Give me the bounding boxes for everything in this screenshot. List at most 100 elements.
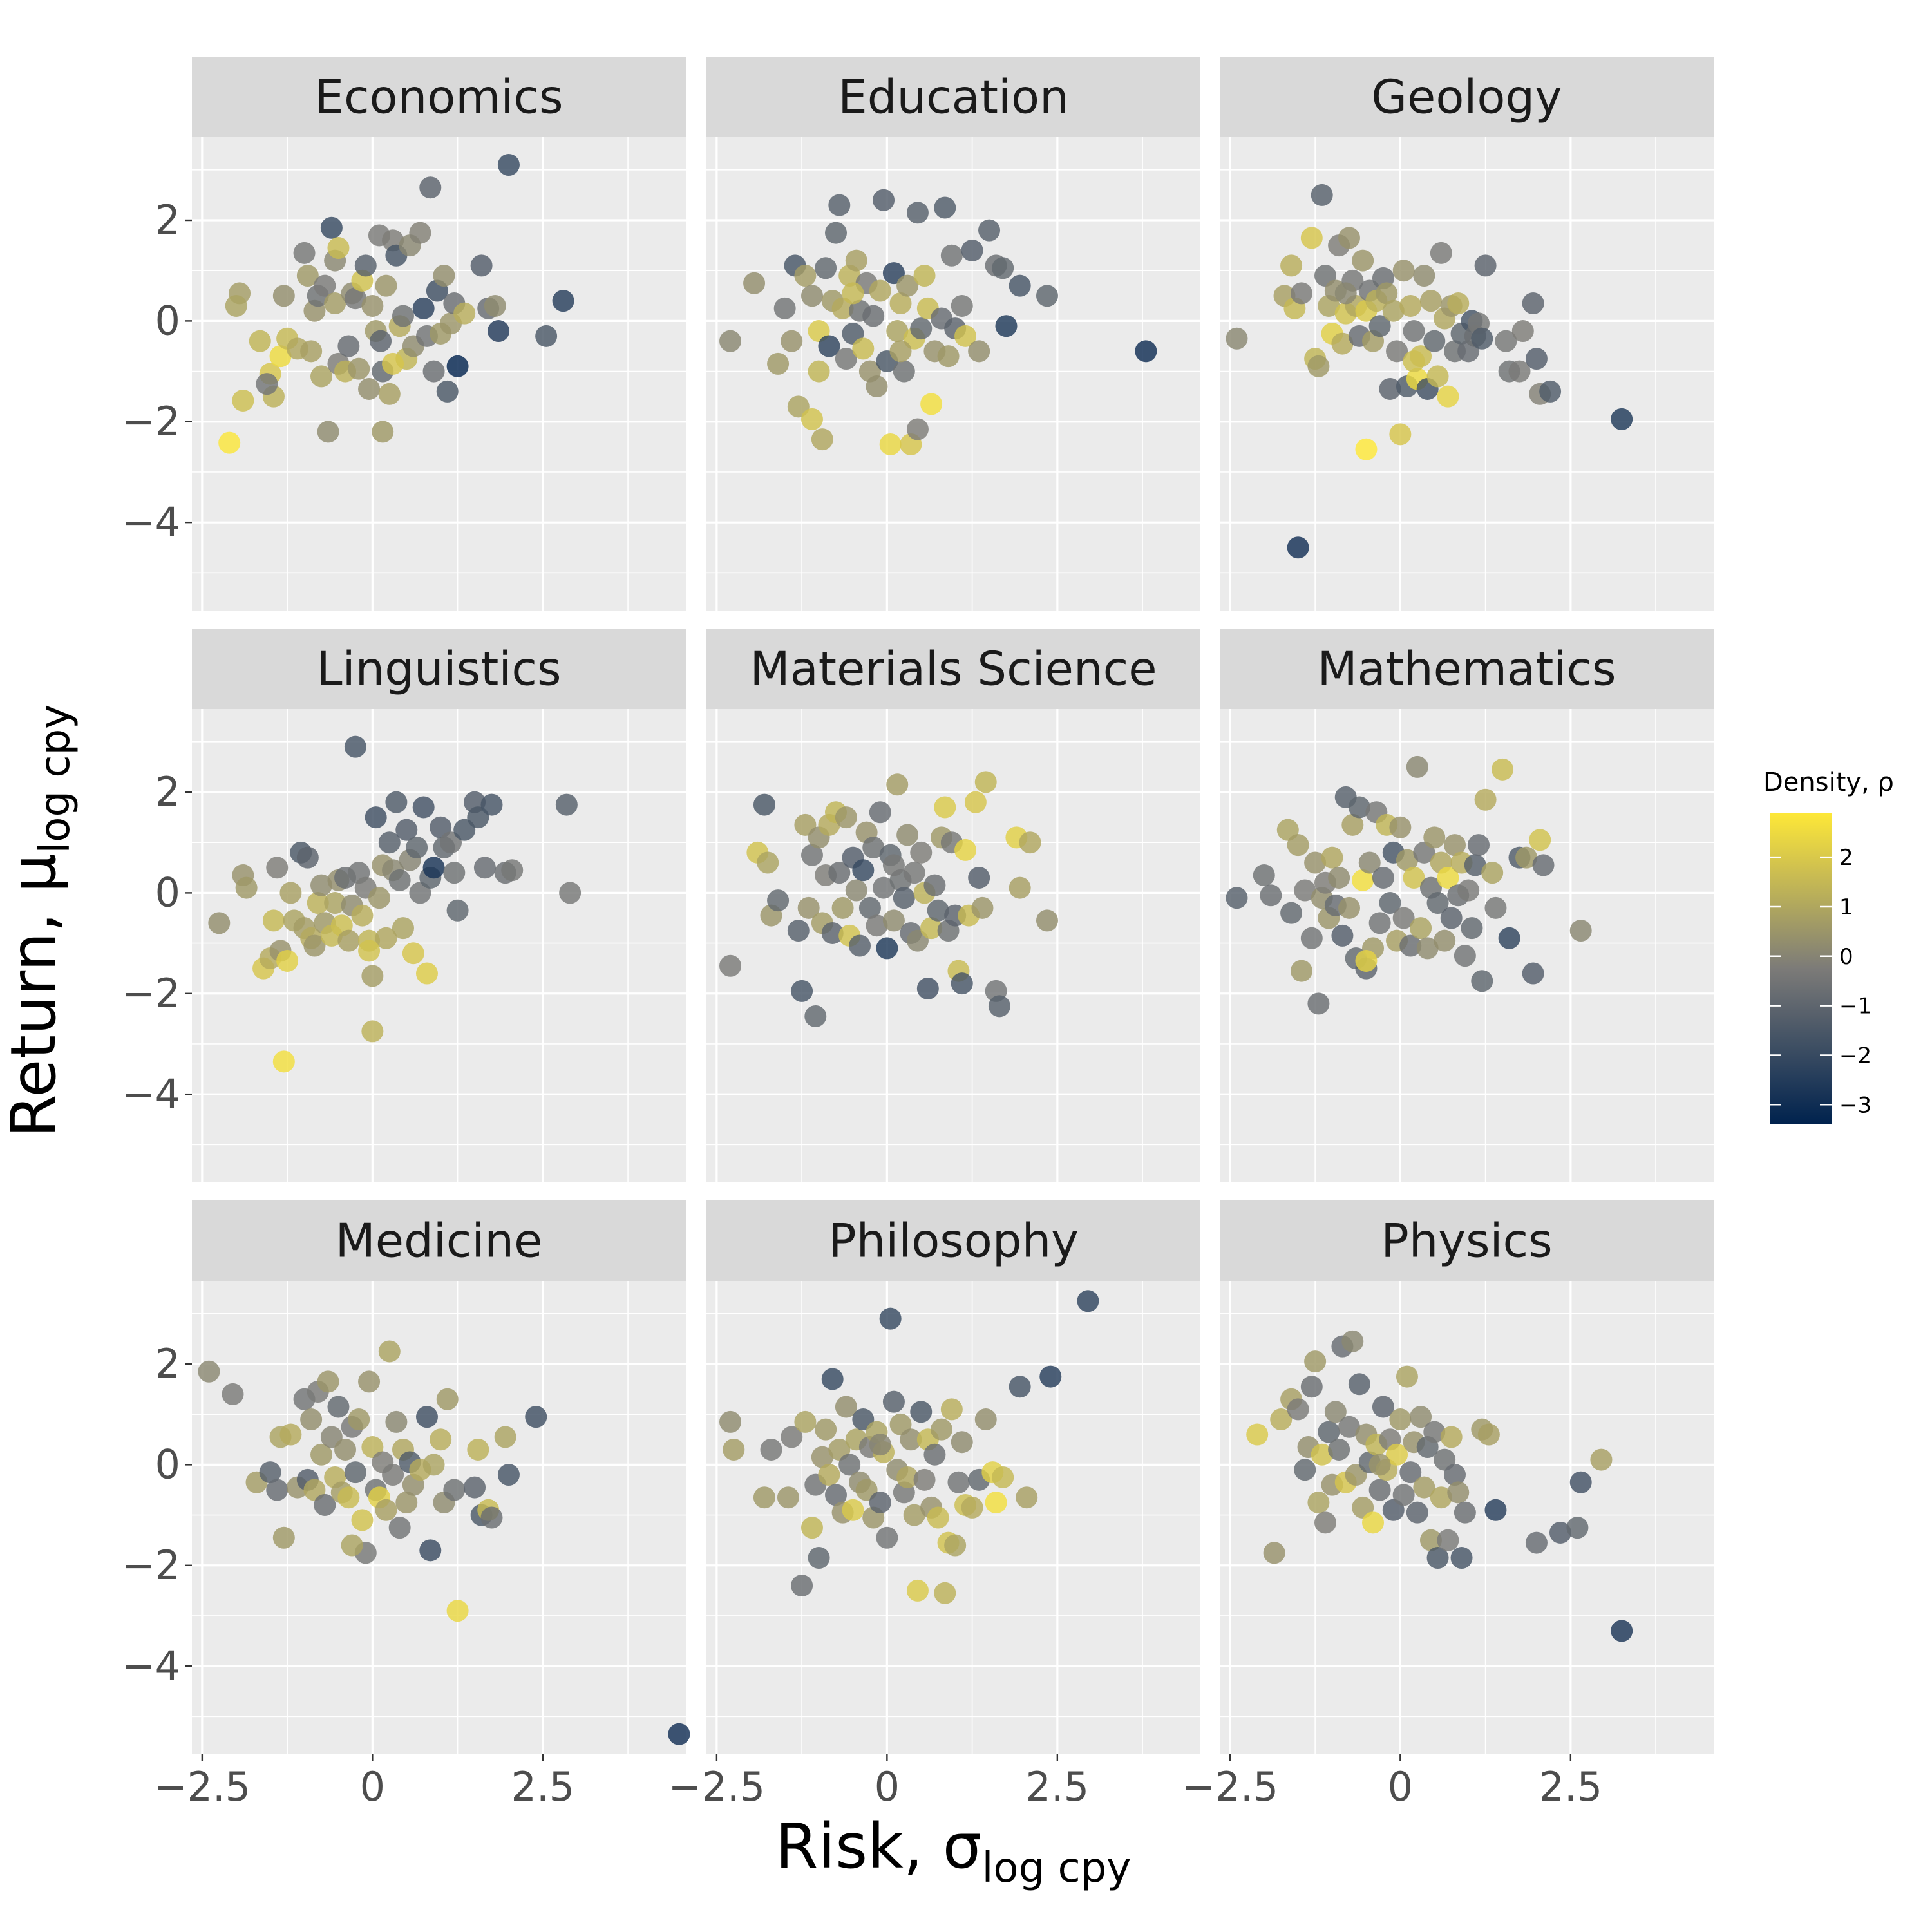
data-point — [900, 1428, 922, 1451]
data-point — [974, 1408, 997, 1431]
facet-title: Economics — [314, 70, 563, 124]
data-point — [358, 1370, 381, 1393]
data-point — [818, 335, 840, 357]
data-point — [1372, 1396, 1394, 1418]
facet-title: Mathematics — [1318, 642, 1616, 696]
data-point — [811, 1446, 833, 1468]
panel-background — [1220, 137, 1714, 611]
data-point — [896, 1466, 919, 1488]
data-point — [951, 972, 973, 995]
data-point — [873, 189, 895, 211]
data-point — [1331, 332, 1354, 355]
data-point — [1471, 970, 1493, 992]
data-point — [1290, 282, 1312, 305]
data-point — [910, 1401, 933, 1423]
data-point — [1362, 1511, 1385, 1534]
panel-background — [706, 709, 1200, 1182]
data-point — [337, 335, 360, 357]
data-point — [415, 1406, 438, 1428]
data-point — [395, 819, 418, 841]
data-point — [198, 1360, 220, 1383]
data-point — [300, 1408, 323, 1431]
y-tick-label: 2 — [155, 196, 180, 243]
data-point — [1461, 917, 1483, 940]
data-point — [869, 1434, 891, 1456]
data-point — [1135, 340, 1157, 363]
panel-background — [706, 137, 1200, 611]
data-point — [1036, 285, 1058, 307]
legend-title: Density, ρ — [1763, 768, 1894, 797]
data-point — [882, 909, 905, 932]
facet-panels: Economics 2 0 −2 −4 Education Geology Linguisti… — [122, 57, 1714, 1810]
data-point — [889, 340, 912, 363]
data-point — [825, 222, 848, 244]
facet-strip — [192, 629, 686, 709]
data-point — [719, 954, 742, 977]
data-point — [276, 949, 299, 972]
data-point — [372, 421, 394, 443]
data-point — [235, 876, 258, 899]
data-point — [910, 841, 933, 864]
data-point — [1426, 365, 1449, 388]
data-point — [1368, 315, 1391, 337]
data-point — [1355, 949, 1378, 972]
data-point — [1443, 1464, 1466, 1486]
data-point — [1392, 260, 1415, 282]
data-point — [1392, 907, 1415, 929]
data-point — [1430, 1486, 1452, 1509]
data-point — [1294, 879, 1316, 902]
data-point — [815, 257, 837, 279]
data-point — [951, 1431, 973, 1454]
data-point — [903, 862, 925, 884]
data-point — [1515, 846, 1538, 869]
facet-medicine: Medicine 2 0 −2 −4 −2.5 0 2.5 — [122, 1200, 690, 1810]
panel-background — [192, 709, 686, 1182]
y-tick-label: 0 — [155, 869, 180, 916]
data-point — [852, 337, 875, 360]
data-point — [879, 433, 902, 455]
data-point — [1426, 1547, 1449, 1569]
y-tick-label: −2 — [122, 970, 180, 1017]
data-point — [1328, 866, 1350, 889]
data-point — [825, 1484, 848, 1506]
data-point — [1314, 1511, 1336, 1534]
data-point — [344, 735, 366, 758]
data-point — [1263, 1542, 1285, 1564]
data-point — [341, 1534, 363, 1557]
data-point — [800, 408, 823, 430]
data-point — [1077, 1290, 1099, 1312]
data-point — [361, 1020, 384, 1043]
data-point — [1331, 924, 1354, 947]
data-point — [961, 1496, 983, 1519]
points — [719, 1290, 1099, 1604]
data-point — [348, 1408, 370, 1431]
data-point — [910, 317, 933, 340]
data-point — [992, 257, 1014, 279]
data-point — [1410, 917, 1432, 940]
data-point — [893, 360, 915, 383]
data-point — [876, 937, 898, 960]
data-point — [1492, 758, 1514, 781]
data-point — [920, 393, 943, 415]
data-point — [968, 340, 990, 363]
data-point — [719, 1410, 742, 1433]
data-point — [1270, 1408, 1293, 1431]
data-point — [1419, 1529, 1442, 1551]
data-point — [354, 254, 377, 277]
data-point — [351, 904, 374, 927]
data-point — [1016, 1486, 1038, 1509]
data-point — [1368, 1454, 1391, 1476]
data-point — [446, 355, 469, 377]
data-point — [743, 272, 766, 294]
color-legend: Density, ρ 2 1 0 −1 −2 −3 — [1763, 768, 1894, 1124]
data-point — [1341, 813, 1364, 836]
data-point — [470, 254, 493, 277]
data-point — [1036, 909, 1058, 932]
data-point — [1352, 249, 1374, 272]
data-point — [1457, 879, 1480, 902]
data-point — [1348, 1373, 1370, 1396]
colorbar — [1770, 813, 1832, 1124]
data-point — [385, 791, 408, 813]
data-point — [358, 940, 381, 962]
data-point — [845, 249, 867, 272]
